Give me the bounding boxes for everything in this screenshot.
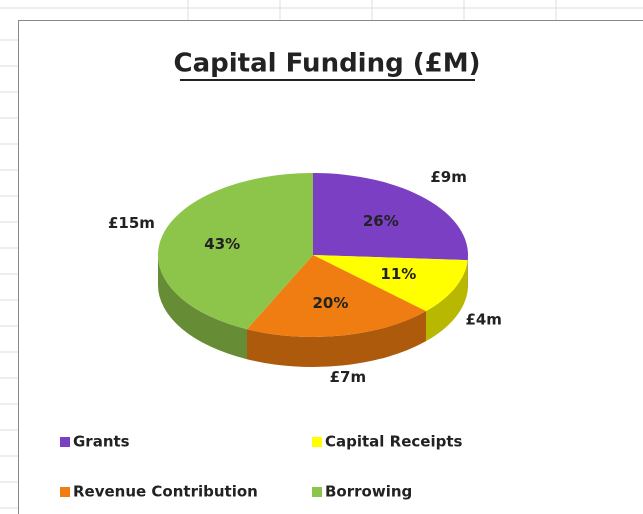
data-label: 11% (380, 265, 416, 283)
slice (157, 173, 313, 330)
legend-label: Borrowing (325, 483, 412, 501)
data-label: 20% (312, 294, 348, 312)
amount-label: £9m (430, 168, 467, 186)
data-label: 43% (204, 235, 240, 253)
legend-swatch (60, 437, 70, 447)
amount-label: £7m (330, 368, 367, 386)
legend-label: Revenue Contribution (73, 483, 258, 501)
amount-label: £15m (108, 214, 155, 232)
slice-side (247, 311, 426, 368)
slice (313, 173, 468, 261)
chart-title: Capital Funding (£M) (174, 49, 481, 79)
legend-swatch (60, 487, 70, 497)
legend-swatch (312, 487, 322, 497)
slice-side (158, 255, 248, 360)
slice (313, 255, 468, 312)
slice-side (425, 260, 468, 342)
data-label: 26% (363, 212, 399, 230)
amount-label: £4m (465, 311, 502, 329)
legend-label: Capital Receipts (325, 433, 463, 451)
slice (247, 255, 426, 338)
legend-swatch (312, 437, 322, 447)
legend-label: Grants (73, 433, 130, 451)
